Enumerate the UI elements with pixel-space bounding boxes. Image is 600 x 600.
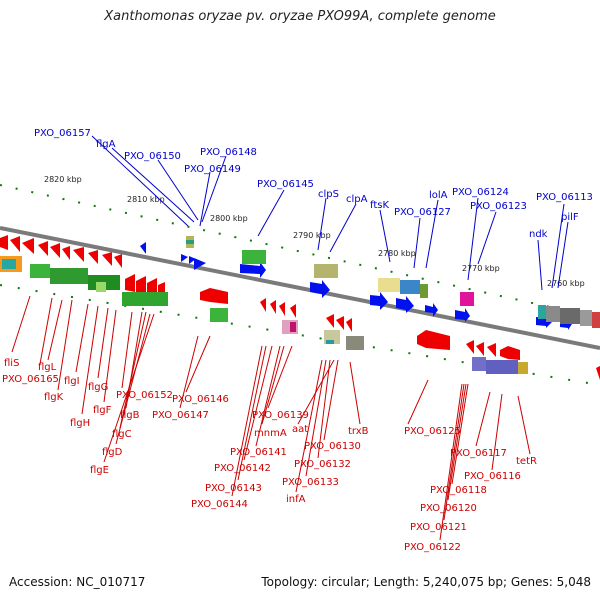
gene-label-minus[interactable]: flgH	[70, 418, 90, 429]
gene-label-plus[interactable]: pilF	[561, 212, 579, 223]
gene-label-plus[interactable]: PXO_06123	[470, 201, 527, 212]
minus-feature-blocks	[210, 308, 528, 374]
gene-label-minus[interactable]: flgE	[90, 465, 109, 476]
gene-label-plus[interactable]: flgA	[96, 139, 116, 150]
map-title: Xanthomonas oryzae pv. oryzae PXO99A, co…	[104, 9, 496, 24]
gene-label-minus[interactable]: PXO_06141	[230, 447, 287, 458]
scale-tick-label: 2770 kbp	[462, 264, 500, 273]
gene-label-plus[interactable]: PXO_06113	[536, 192, 593, 203]
scale-tick-label: 2790 kbp	[293, 231, 331, 240]
gene-label-minus[interactable]: flgB	[120, 410, 140, 421]
minus-strand-genes-lower	[200, 288, 600, 380]
gene-label-minus[interactable]: PXO_06143	[205, 483, 262, 494]
gene-label-minus[interactable]: PXO_06122	[404, 542, 461, 553]
gene-label-plus[interactable]: clpA	[346, 194, 368, 205]
plus-feature-blocks	[186, 236, 600, 328]
gene-label-plus[interactable]: PXO_06149	[184, 164, 241, 175]
gene-label-plus[interactable]: PXO_06148	[200, 147, 257, 158]
plus-callouts	[91, 135, 569, 291]
gene-label-minus[interactable]: PXO_06144	[191, 499, 248, 510]
gene-label-minus[interactable]: flgG	[88, 382, 108, 393]
gene-label-minus[interactable]: PXO_06142	[214, 463, 271, 474]
minus-callouts	[11, 295, 531, 541]
gene-label-minus[interactable]: PXO_06130	[304, 441, 361, 452]
gene-label-minus[interactable]: PXO_06147	[152, 410, 209, 421]
scale-tick-label: 2760 kbp	[547, 279, 585, 288]
gene-label-plus[interactable]: PXO_06127	[394, 207, 451, 218]
plus-strand-genes	[140, 242, 572, 330]
gene-label-minus[interactable]: flgF	[93, 405, 112, 416]
gene-label-plus[interactable]: PXO_06157	[34, 128, 91, 139]
gene-label-minus[interactable]: PXO_06120	[420, 503, 477, 514]
gene-label-minus[interactable]: PXO_06132	[294, 459, 351, 470]
gene-label-minus[interactable]: flgL	[38, 362, 57, 373]
topology-text: Topology: circular; Length: 5,240,075 bp…	[261, 575, 591, 589]
gene-label-plus[interactable]: ftsK	[370, 200, 389, 211]
gene-label-minus[interactable]: PXO_06133	[282, 477, 339, 488]
gene-label-minus[interactable]: PXO_06116	[464, 471, 521, 482]
gene-label-minus[interactable]: flgI	[64, 376, 80, 387]
gene-label-minus[interactable]: flgD	[102, 447, 123, 458]
gene-label-minus[interactable]: fliS	[4, 358, 19, 369]
gene-label-plus[interactable]: PXO_06124	[452, 187, 509, 198]
gene-label-minus[interactable]: flgK	[44, 392, 64, 403]
gene-label-minus[interactable]: PXO_06139	[252, 410, 309, 421]
gene-label-minus[interactable]: PXO_06121	[410, 522, 467, 533]
gene-label-plus[interactable]: PXO_06145	[257, 179, 314, 190]
gene-label-minus[interactable]: trxB	[348, 426, 369, 437]
genome-backbone	[0, 226, 600, 350]
gene-label-minus[interactable]: PXO_06117	[450, 448, 507, 459]
gene-label-minus[interactable]: PXO_06125	[404, 426, 461, 437]
gene-label-minus[interactable]: PXO_06146	[172, 394, 229, 405]
gene-label-plus[interactable]: clpS	[318, 189, 339, 200]
gene-label-minus[interactable]: flgC	[112, 429, 132, 440]
gene-label-plus[interactable]: ndk	[529, 229, 548, 240]
scale-tick-label: 2780 kbp	[378, 249, 416, 258]
gene-label-minus[interactable]: tetR	[516, 456, 537, 467]
gene-label-minus[interactable]: aat	[292, 424, 308, 435]
gene-label-minus[interactable]: PXO_06165	[2, 374, 59, 385]
scale-tick-label: 2810 kbp	[127, 195, 165, 204]
accession-text: Accession: NC_010717	[9, 575, 146, 589]
gene-label-minus[interactable]: PXO_06152	[116, 390, 173, 401]
gene-label-plus[interactable]: lolA	[429, 190, 448, 201]
outer-tick-track	[0, 184, 600, 319]
feature-blocks-left	[0, 256, 168, 306]
gene-label-minus[interactable]: PXO_06118	[430, 485, 487, 496]
minus-strand-genes-upper	[0, 235, 122, 268]
gene-label-minus[interactable]: infA	[286, 494, 306, 505]
gene-label-plus[interactable]: PXO_06150	[124, 151, 181, 162]
scale-tick-label: 2800 kbp	[210, 214, 248, 223]
gene-label-minus[interactable]: mnmA	[254, 428, 287, 439]
scale-tick-label: 2820 kbp	[44, 175, 82, 184]
